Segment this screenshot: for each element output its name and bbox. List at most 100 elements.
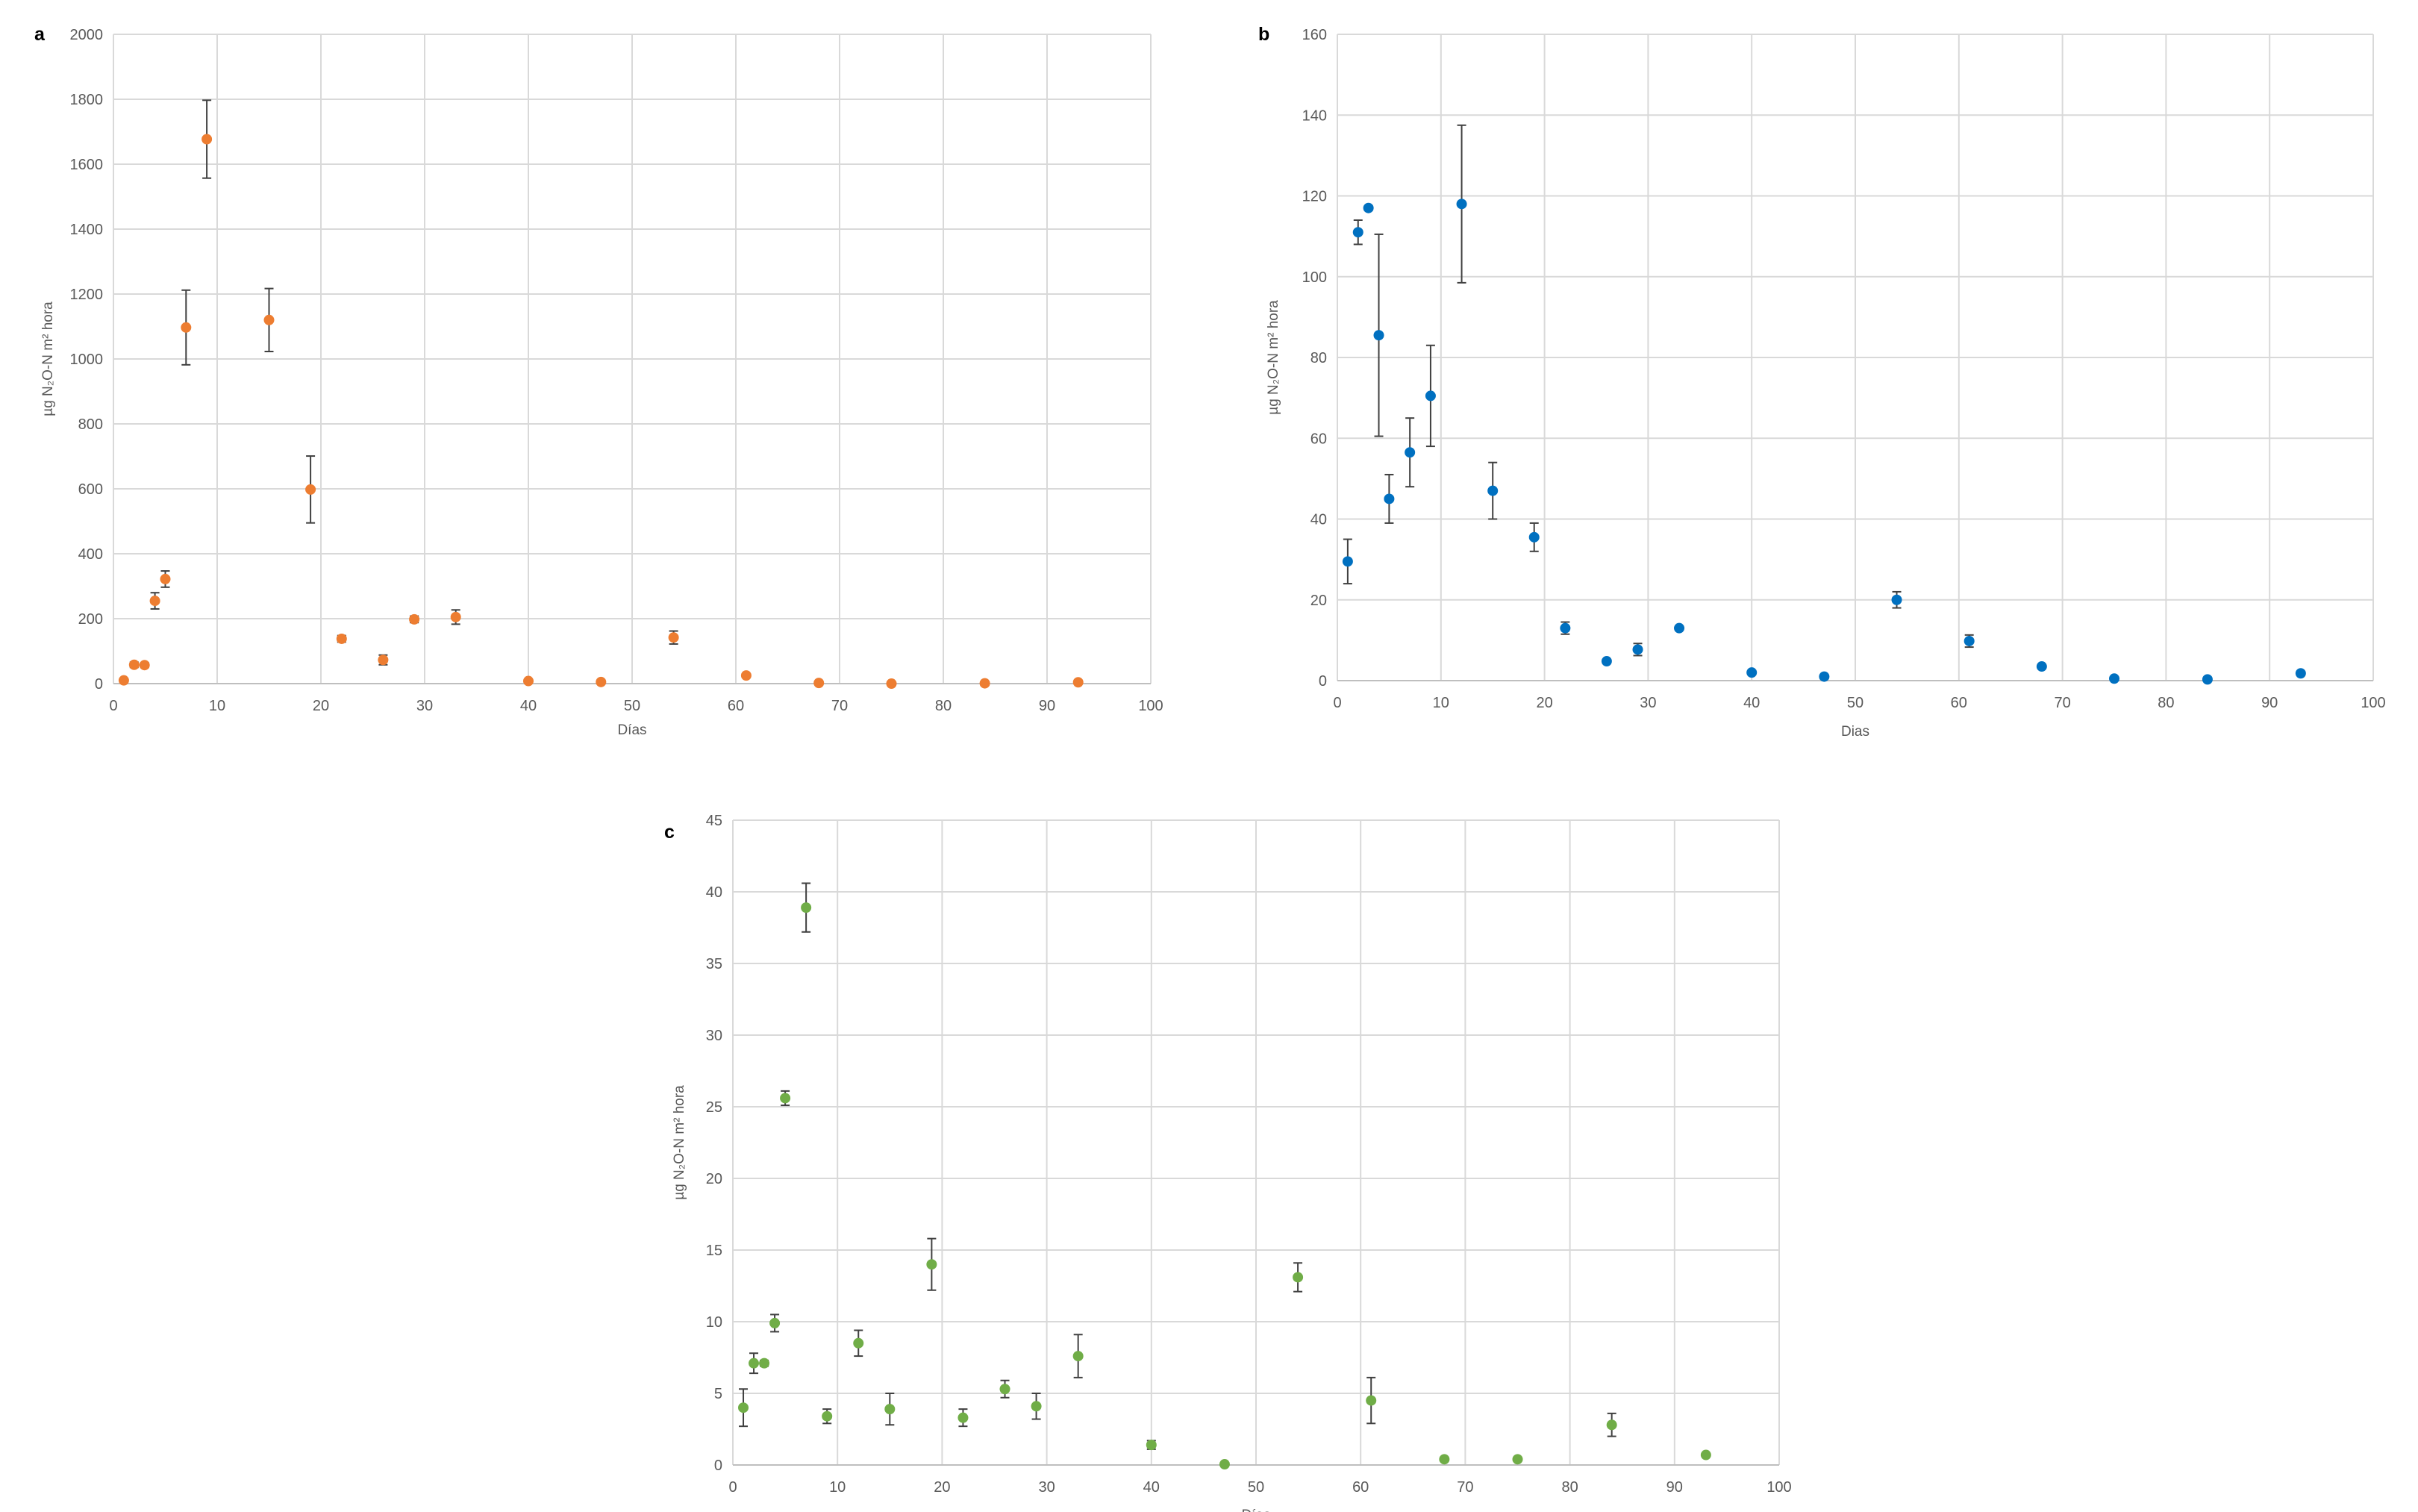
x-tick-label: 0 bbox=[1333, 695, 1341, 711]
x-tick-label: 50 bbox=[1847, 695, 1864, 711]
x-tick-label: 70 bbox=[1457, 1479, 1473, 1496]
y-tick-label: 200 bbox=[78, 611, 103, 628]
y-tick-label: 40 bbox=[1310, 512, 1327, 528]
x-tick-label: 80 bbox=[1561, 1479, 1578, 1496]
x-axis-title: Dias bbox=[1841, 724, 1869, 740]
data-point bbox=[1964, 635, 1975, 646]
data-point bbox=[1352, 227, 1363, 238]
y-tick-label: 5 bbox=[714, 1386, 722, 1402]
data-point bbox=[1373, 330, 1384, 341]
data-point bbox=[886, 678, 897, 689]
data-point bbox=[378, 655, 389, 666]
data-point bbox=[1560, 622, 1571, 634]
data-point bbox=[1746, 667, 1758, 678]
data-point bbox=[813, 678, 825, 689]
panel-letter: a bbox=[34, 24, 46, 45]
y-tick-label: 10 bbox=[706, 1314, 722, 1331]
data-point bbox=[884, 1404, 896, 1415]
x-tick-label: 70 bbox=[2054, 695, 2070, 711]
x-tick-label: 60 bbox=[1951, 695, 1967, 711]
y-tick-label: 140 bbox=[1302, 107, 1327, 124]
data-point bbox=[1528, 531, 1540, 543]
x-tick-label: 40 bbox=[1143, 1479, 1160, 1496]
y-tick-label: 1000 bbox=[70, 352, 104, 368]
x-tick-label: 90 bbox=[1666, 1479, 1683, 1496]
y-tick-label: 0 bbox=[714, 1458, 722, 1474]
y-tick-label: 20 bbox=[706, 1171, 722, 1187]
data-point bbox=[1384, 493, 1395, 504]
y-tick-label: 0 bbox=[1319, 673, 1327, 690]
data-point bbox=[2036, 661, 2047, 672]
data-point bbox=[1601, 656, 1612, 667]
data-point bbox=[2202, 674, 2213, 685]
data-point bbox=[668, 632, 679, 643]
data-point bbox=[769, 1317, 781, 1328]
data-point bbox=[1072, 677, 1084, 688]
data-point bbox=[149, 596, 160, 607]
x-tick-label: 90 bbox=[1039, 698, 1055, 714]
data-point bbox=[926, 1259, 937, 1270]
y-axis-title: µg N₂O-N m² hora bbox=[40, 302, 56, 416]
data-point bbox=[1891, 594, 1902, 605]
y-axis-title: µg N₂O-N m² hora bbox=[1266, 300, 1281, 415]
x-tick-label: 100 bbox=[2361, 695, 2385, 711]
y-tick-label: 400 bbox=[78, 546, 103, 563]
y-tick-label: 1200 bbox=[70, 287, 104, 303]
data-point bbox=[202, 134, 213, 145]
y-tick-label: 60 bbox=[1310, 431, 1327, 447]
x-tick-label: 100 bbox=[1766, 1479, 1791, 1496]
data-point bbox=[740, 670, 752, 681]
data-point bbox=[999, 1384, 1010, 1395]
x-tick-label: 80 bbox=[2158, 695, 2174, 711]
x-tick-label: 90 bbox=[2261, 695, 2278, 711]
data-point bbox=[1456, 199, 1467, 210]
x-tick-label: 0 bbox=[109, 698, 117, 714]
data-point bbox=[1405, 447, 1416, 458]
panel-letter: b bbox=[1258, 24, 1269, 45]
y-tick-label: 600 bbox=[78, 481, 103, 498]
data-point bbox=[128, 659, 140, 670]
y-axis-title: µg N₂O-N m² hora bbox=[672, 1085, 687, 1200]
y-tick-label: 1600 bbox=[70, 157, 104, 173]
data-point bbox=[160, 573, 171, 584]
data-point bbox=[263, 314, 275, 325]
y-tick-label: 20 bbox=[1310, 593, 1327, 609]
y-tick-label: 120 bbox=[1302, 189, 1327, 205]
x-tick-label: 10 bbox=[209, 698, 225, 714]
chart-panel-b: 0 20 40 60 80 100 120 140 160 0 10 20 30 40 50 60 70 80 90… bbox=[1258, 24, 2386, 740]
data-point bbox=[336, 633, 347, 644]
x-tick-label: 50 bbox=[624, 698, 640, 714]
data-point bbox=[749, 1358, 760, 1369]
data-point bbox=[181, 322, 192, 333]
x-tick-label: 20 bbox=[313, 698, 329, 714]
data-point bbox=[801, 902, 812, 913]
y-tick-label: 35 bbox=[706, 956, 722, 972]
data-point bbox=[1146, 1440, 1157, 1451]
x-tick-label: 10 bbox=[829, 1479, 846, 1496]
data-point bbox=[305, 484, 316, 495]
data-point bbox=[822, 1411, 833, 1422]
x-tick-label: 30 bbox=[416, 698, 433, 714]
panel-letter: c bbox=[664, 822, 675, 843]
data-point bbox=[2109, 673, 2119, 684]
data-point bbox=[780, 1093, 791, 1104]
y-tick-label: 40 bbox=[706, 884, 722, 901]
x-axis-title: Días bbox=[617, 722, 646, 738]
x-tick-label: 30 bbox=[1038, 1479, 1055, 1496]
data-point bbox=[1674, 622, 1685, 634]
data-point bbox=[1819, 671, 1830, 682]
x-tick-label: 80 bbox=[935, 698, 952, 714]
data-point bbox=[118, 675, 129, 686]
x-tick-label: 60 bbox=[728, 698, 744, 714]
x-tick-label: 40 bbox=[520, 698, 537, 714]
chart-panel-a: 0 200 400 600 800 1000 1200 1400 1600 1800 2000 0 10… bbox=[34, 24, 1163, 738]
data-point bbox=[1512, 1454, 1523, 1465]
data-point bbox=[957, 1412, 969, 1423]
x-tick-label: 60 bbox=[1352, 1479, 1369, 1496]
y-tick-label: 100 bbox=[1302, 269, 1327, 286]
data-point bbox=[979, 678, 990, 689]
chart-panel-c: 0 5 10 15 20 25 30 35 40 45 0 10 20 30 40 50 60 70 80 90 100… bbox=[664, 813, 1792, 1512]
y-tick-label: 0 bbox=[95, 676, 103, 693]
y-tick-label: 160 bbox=[1302, 27, 1327, 43]
